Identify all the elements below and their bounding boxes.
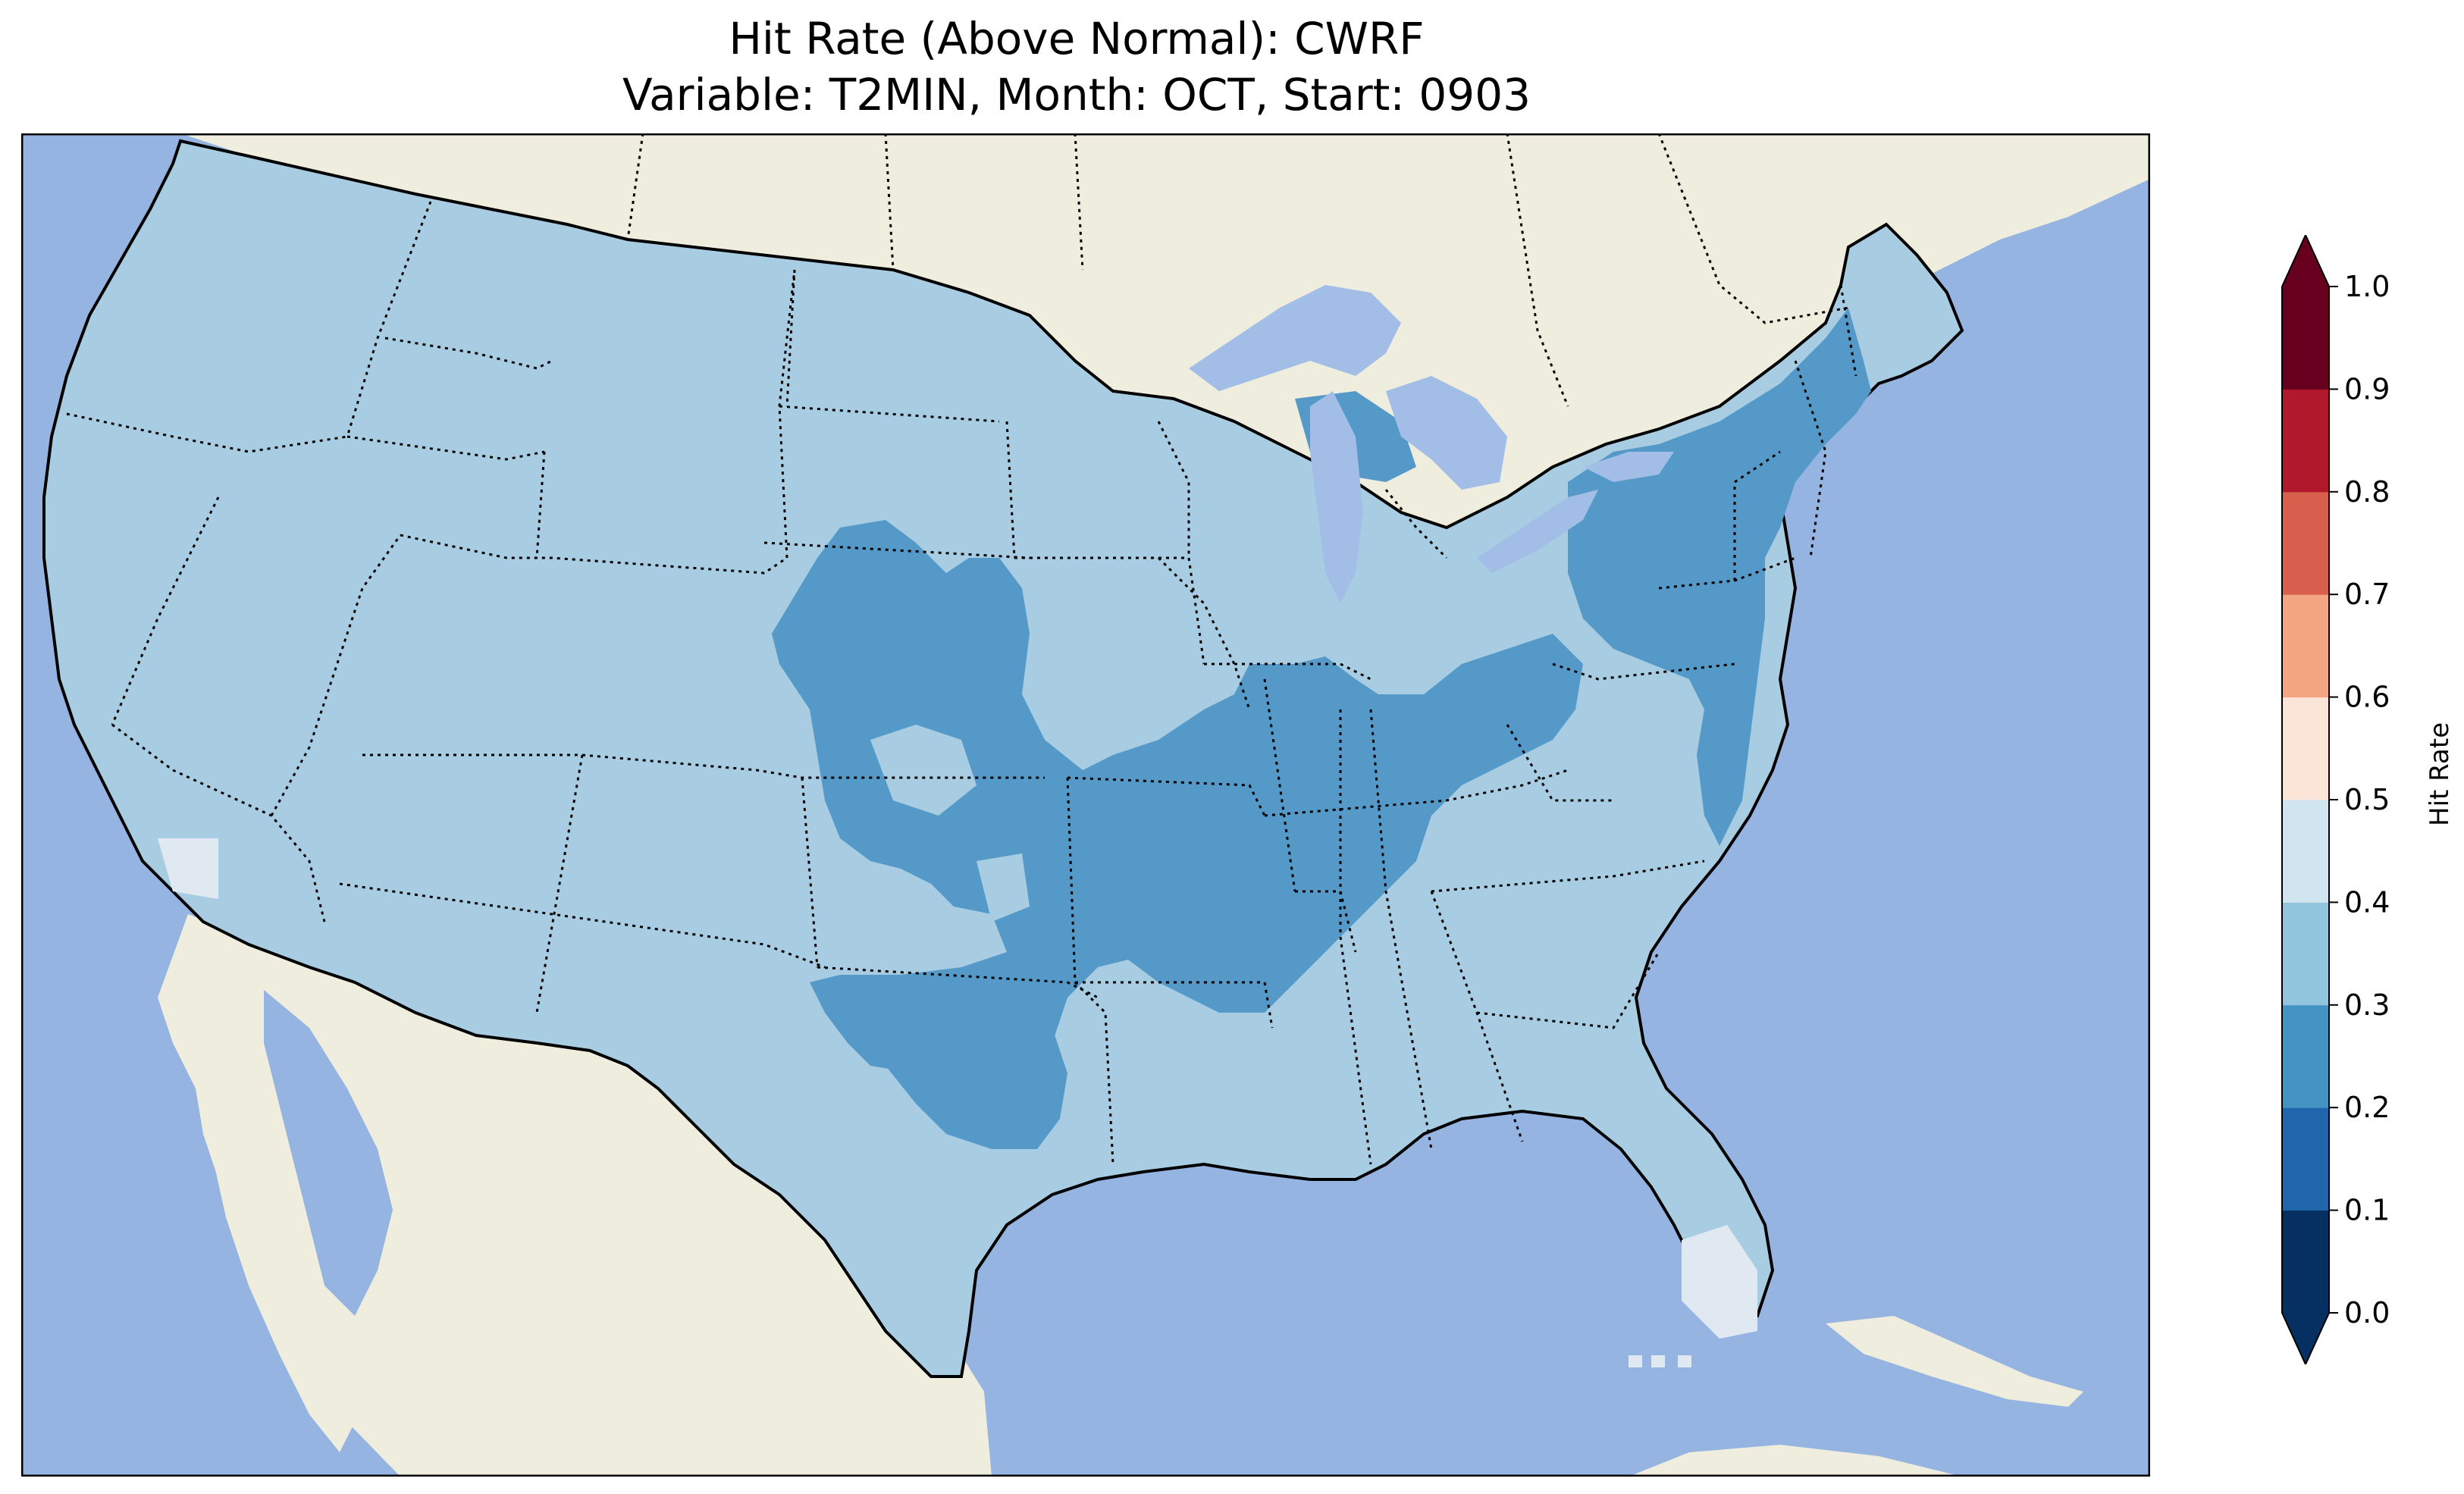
land-south-america-edge bbox=[1629, 1445, 1962, 1477]
colorbar-tick-label: 0.5 bbox=[2344, 783, 2390, 816]
patch-kansas bbox=[977, 853, 1030, 922]
colorbar-tick-label: 0.4 bbox=[2344, 885, 2390, 919]
land-mexico bbox=[158, 914, 992, 1477]
region-northeast bbox=[1568, 308, 1871, 846]
colorbar-tick-label: 0.0 bbox=[2344, 1296, 2390, 1330]
class-0.3-0.4-patches bbox=[870, 725, 1030, 922]
colorbar-tick-label: 0.8 bbox=[2344, 475, 2390, 509]
lake-superior bbox=[1189, 285, 1401, 391]
patch-keys-1 bbox=[1629, 1355, 1642, 1367]
class-0.2-0.3-regions bbox=[772, 308, 1871, 1149]
colorbar-tick-label: 0.6 bbox=[2344, 681, 2390, 714]
colorbar-tick-label: 0.3 bbox=[2344, 988, 2390, 1022]
colorbar-segment bbox=[2282, 1210, 2329, 1314]
colorbar-tick-label: 0.9 bbox=[2344, 372, 2390, 406]
colorbar-over-extension bbox=[2282, 235, 2329, 287]
class-0.4-0.5-patches bbox=[158, 838, 1757, 1367]
state-borders bbox=[66, 201, 1857, 1165]
colorbar-segment bbox=[2282, 491, 2329, 595]
region-south-texas bbox=[855, 975, 1067, 1149]
colorbar-tick-label: 0.1 bbox=[2344, 1194, 2390, 1227]
chart-title-line-2: Variable: T2MIN, Month: OCT, Start: 0903 bbox=[622, 69, 1531, 121]
colorbar-segment bbox=[2282, 287, 2329, 390]
colorbar-segment bbox=[2282, 594, 2329, 698]
province-borders bbox=[626, 133, 1849, 407]
chart-title-line-1: Hit Rate (Above Normal): CWRF bbox=[729, 13, 1425, 64]
gulf-of-california bbox=[264, 990, 393, 1316]
colorbar-ticks: 0.0 0.1 0.2 0.3 0.4 0.5 0.6 0.7 0.8 0.9 1.0 bbox=[2329, 270, 2390, 1330]
colorbar-segments bbox=[2281, 235, 2330, 1364]
colorbar-segment bbox=[2282, 697, 2329, 800]
conus-hit-rate-map bbox=[21, 133, 2150, 1477]
patch-keys-2 bbox=[1651, 1355, 1665, 1367]
region-great-plains bbox=[772, 520, 1583, 1104]
land-baja bbox=[196, 982, 355, 1452]
colorbar-segment bbox=[2282, 389, 2329, 493]
colorbar-segment bbox=[2282, 902, 2329, 1006]
great-lakes bbox=[1189, 285, 1674, 603]
colorbar-segment bbox=[2282, 1004, 2329, 1108]
lake-huron bbox=[1386, 376, 1507, 490]
lake-michigan bbox=[1310, 391, 1363, 603]
colorbar-tick-label: 0.7 bbox=[2344, 578, 2390, 611]
land-canada bbox=[180, 133, 2150, 581]
land-cuba bbox=[1826, 1316, 2083, 1407]
patch-southern-california bbox=[158, 838, 218, 899]
colorbar-segment bbox=[2282, 1107, 2329, 1211]
patch-south-florida bbox=[1682, 1225, 1757, 1339]
map-frame bbox=[21, 133, 2150, 1477]
colorbar-tick-label: 1.0 bbox=[2344, 270, 2390, 303]
colorbar: 0.0 0.1 0.2 0.3 0.4 0.5 0.6 0.7 0.8 0.9 1.0 bbox=[2281, 235, 2390, 1364]
colorbar-segment bbox=[2282, 800, 2329, 903]
colorbar-under-extension bbox=[2282, 1313, 2329, 1364]
lake-ontario bbox=[1583, 452, 1674, 482]
patch-nebraska bbox=[870, 725, 977, 816]
patch-keys-3 bbox=[1678, 1355, 1691, 1367]
colorbar-tick-label: 0.2 bbox=[2344, 1091, 2390, 1124]
lake-erie bbox=[1477, 490, 1598, 573]
colorbar-label: Hit Rate bbox=[2425, 722, 2455, 826]
